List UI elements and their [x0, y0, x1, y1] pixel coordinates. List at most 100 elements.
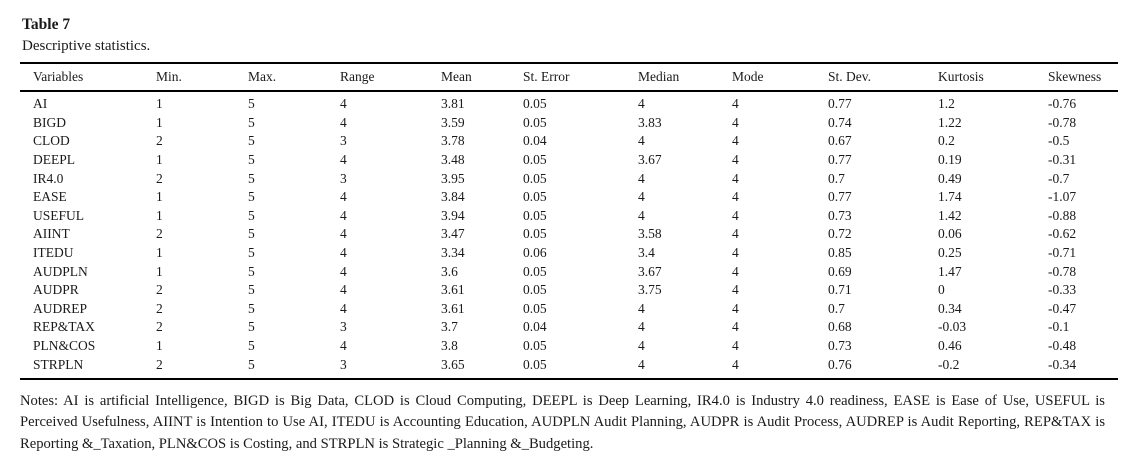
stat-value-cell: 0 — [938, 282, 945, 298]
stat-value-cell: 4 — [732, 319, 739, 335]
table-row: EASE 1 5 4 3.84 0.05 4 4 0.77 1.74 -1.07 — [20, 188, 1118, 207]
stat-value-cell: 4 — [732, 300, 739, 316]
column-header-median: Median — [638, 69, 680, 84]
table-row: USEFUL 1 5 4 3.94 0.05 4 4 0.73 1.42 -0.88 — [20, 207, 1118, 226]
stat-value-cell: 4 — [638, 189, 645, 205]
stat-value-cell: 0.68 — [828, 319, 852, 335]
stat-value-cell: 4 — [340, 263, 347, 279]
stat-value-cell: 5 — [248, 152, 255, 168]
stat-value-cell: 1 — [156, 338, 163, 354]
stat-value-cell: 1 — [156, 189, 163, 205]
column-header-mode: Mode — [732, 69, 764, 84]
stat-value-cell: 3.7 — [441, 319, 458, 335]
stat-value-cell: 3.48 — [441, 152, 465, 168]
variable-name-cell: CLOD — [33, 133, 70, 149]
stat-value-cell: 0.77 — [828, 189, 852, 205]
column-header-kurtosis: Kurtosis — [938, 69, 984, 84]
variable-name-cell: IR4.0 — [33, 170, 64, 186]
variable-name-cell: STRPLN — [33, 356, 84, 372]
stat-value-cell: 4 — [340, 338, 347, 354]
stat-value-cell: 4 — [732, 245, 739, 261]
table-row: ITEDU 1 5 4 3.34 0.06 3.4 4 0.85 0.25 -0.71 — [20, 244, 1118, 263]
table-row: AUDPLN 1 5 4 3.6 0.05 3.67 4 0.69 1.47 -0.78 — [20, 262, 1118, 281]
stat-value-cell: 3.8 — [441, 338, 458, 354]
stat-value-cell: 5 — [248, 226, 255, 242]
stat-value-cell: 0.85 — [828, 245, 852, 261]
stat-value-cell: 0.7 — [828, 170, 845, 186]
stat-value-cell: 0.74 — [828, 114, 852, 130]
stat-value-cell: 4 — [340, 300, 347, 316]
stat-value-cell: 0.34 — [938, 300, 962, 316]
stat-value-cell: 5 — [248, 170, 255, 186]
stat-value-cell: 2 — [156, 356, 163, 372]
table-row: STRPLN 2 5 3 3.65 0.05 4 4 0.76 -0.2 -0.34 — [20, 355, 1118, 379]
stat-value-cell: 5 — [248, 338, 255, 354]
stat-value-cell: 1.74 — [938, 189, 962, 205]
variable-name-cell: AUDPLN — [33, 263, 88, 279]
variable-name-cell: DEEPL — [33, 152, 75, 168]
column-header-skewness: Skewness — [1048, 69, 1102, 84]
stat-value-cell: 4 — [638, 319, 645, 335]
stat-value-cell: 3 — [340, 133, 347, 149]
stat-value-cell: 0.05 — [523, 226, 547, 242]
stat-value-cell: -0.1 — [1048, 319, 1070, 335]
stat-value-cell: 0.04 — [523, 133, 547, 149]
stat-value-cell: 1 — [156, 263, 163, 279]
stat-value-cell: 2 — [156, 170, 163, 186]
variable-name-cell: PLN&COS — [33, 338, 96, 354]
stat-value-cell: 3.67 — [638, 263, 662, 279]
stat-value-cell: 5 — [248, 319, 255, 335]
stat-value-cell: 4 — [340, 207, 347, 223]
table-row: AI 1 5 4 3.81 0.05 4 4 0.77 1.2 -0.76 — [20, 91, 1118, 114]
stat-value-cell: 0.25 — [938, 245, 962, 261]
table-head: Variables Min. Max. Range Mean St. Error Media… — [20, 63, 1118, 91]
stat-value-cell: 0.73 — [828, 207, 852, 223]
stat-value-cell: 1 — [156, 96, 163, 112]
stat-value-cell: 4 — [638, 170, 645, 186]
stat-value-cell: 4 — [732, 207, 739, 223]
table-row: REP&TAX 2 5 3 3.7 0.04 4 4 0.68 -0.03 -0.1 — [20, 318, 1118, 337]
stat-value-cell: 0.05 — [523, 207, 547, 223]
stat-value-cell: 0.05 — [523, 152, 547, 168]
stat-value-cell: 0.05 — [523, 338, 547, 354]
stat-value-cell: 3.65 — [441, 356, 465, 372]
stat-value-cell: 0.05 — [523, 263, 547, 279]
stat-value-cell: 4 — [732, 263, 739, 279]
stat-value-cell: 4 — [638, 207, 645, 223]
variable-name-cell: EASE — [33, 189, 67, 205]
stat-value-cell: 1.22 — [938, 114, 962, 130]
stat-value-cell: 4 — [732, 133, 739, 149]
table-row: AUDREP 2 5 4 3.61 0.05 4 4 0.7 0.34 -0.47 — [20, 300, 1118, 319]
stat-value-cell: 3.61 — [441, 300, 465, 316]
stat-value-cell: 3.34 — [441, 245, 465, 261]
table-row: AUDPR 2 5 4 3.61 0.05 3.75 4 0.71 0 -0.33 — [20, 281, 1118, 300]
stat-value-cell: 4 — [638, 356, 645, 372]
stat-value-cell: -0.2 — [938, 356, 960, 372]
stat-value-cell: 4 — [638, 338, 645, 354]
stat-value-cell: -1.07 — [1048, 189, 1077, 205]
table-body: AI 1 5 4 3.81 0.05 4 4 0.77 1.2 -0.76 BIGD 1 5 4 3.59 0.… — [20, 91, 1118, 379]
stat-value-cell: 3.81 — [441, 96, 465, 112]
column-header-mean: Mean — [441, 69, 472, 84]
stat-value-cell: 0.46 — [938, 338, 962, 354]
variable-name-cell: REP&TAX — [33, 319, 95, 335]
stat-value-cell: 0.49 — [938, 170, 962, 186]
stat-value-cell: 4 — [732, 170, 739, 186]
stat-value-cell: -0.5 — [1048, 133, 1070, 149]
descriptive-statistics-table: Variables Min. Max. Range Mean St. Error Media… — [20, 62, 1118, 380]
stat-value-cell: 4 — [340, 96, 347, 112]
column-header-range: Range — [340, 69, 375, 84]
variable-name-cell: AI — [33, 96, 48, 112]
stat-value-cell: 0.77 — [828, 96, 852, 112]
stat-value-cell: 3.61 — [441, 282, 465, 298]
stat-value-cell: 1 — [156, 152, 163, 168]
stat-value-cell: 3.78 — [441, 133, 465, 149]
stat-value-cell: 0.69 — [828, 263, 852, 279]
column-header-min: Min. — [156, 69, 182, 84]
stat-value-cell: -0.76 — [1048, 96, 1077, 112]
table-row: IR4.0 2 5 3 3.95 0.05 4 4 0.7 0.49 -0.7 — [20, 169, 1118, 188]
stat-value-cell: 3.83 — [638, 114, 662, 130]
stat-value-cell: 4 — [732, 338, 739, 354]
stat-value-cell: 0.67 — [828, 133, 852, 149]
stat-value-cell: 0.72 — [828, 226, 852, 242]
